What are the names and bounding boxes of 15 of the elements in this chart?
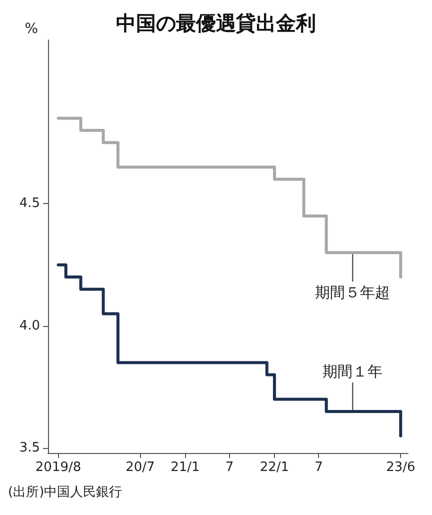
x-tick-label: 2019/8 [35, 460, 82, 475]
series-label: 期間１年 [322, 362, 383, 380]
y-tick-label: 4.0 [19, 318, 40, 334]
x-tick-label: 21/1 [170, 460, 200, 475]
x-tick-label: 7 [225, 460, 234, 475]
x-tick-label: 23/6 [386, 460, 416, 475]
chart-title: 中国の最優遇貸出金利 [116, 11, 316, 35]
x-tick-label: 22/1 [260, 460, 290, 475]
y-tick-label: 4.5 [19, 196, 40, 212]
x-tick-label: 7 [314, 460, 323, 475]
y-tick-label: 3.5 [19, 440, 40, 456]
series-label: 期間５年超 [315, 284, 390, 302]
y-axis-title: % [24, 21, 38, 37]
text: (出所)中国人民銀行 [8, 485, 122, 500]
x-tick-label: 20/7 [126, 460, 155, 475]
